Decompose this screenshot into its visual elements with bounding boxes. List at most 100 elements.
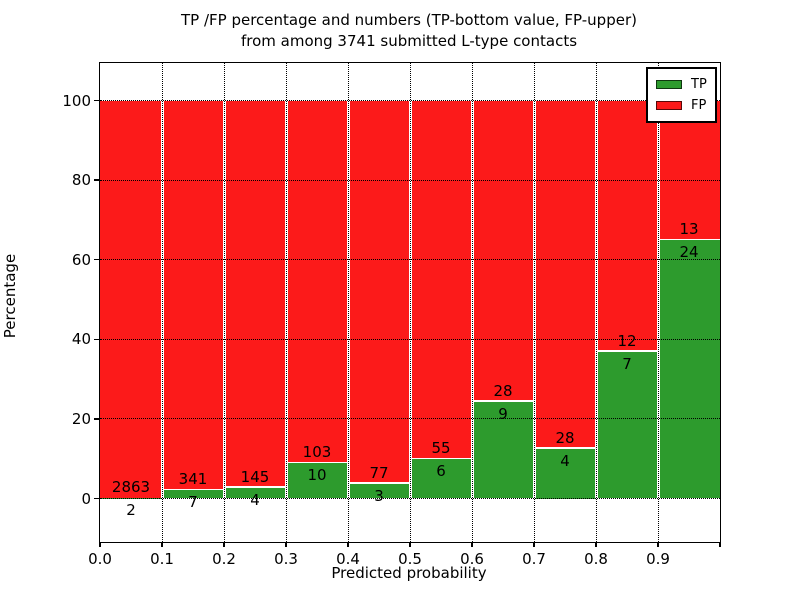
y-tick-label: 20 [71, 409, 91, 428]
horizontal-gridline [100, 498, 720, 499]
y-tick-label: 40 [71, 330, 91, 349]
y-tick-label: 100 [62, 91, 91, 110]
fp-bar-segment [163, 100, 223, 489]
fp-count-label: 28 [493, 381, 513, 400]
x-tick-mark [719, 542, 721, 547]
legend-row-tp: TP [656, 74, 707, 95]
tp-count-label: 4 [560, 451, 570, 470]
fp-count-label: 2863 [111, 478, 151, 497]
fp-legend-swatch [656, 101, 682, 110]
fp-bar-segment [659, 100, 720, 239]
x-tick-label: 0.7 [522, 550, 546, 568]
x-tick-label: 0.2 [212, 550, 236, 568]
tp-legend-label: TP [691, 77, 707, 92]
y-tick-mark [93, 497, 99, 500]
x-axis-label: Predicted probability [331, 564, 487, 582]
fp-count-label: 145 [240, 467, 270, 486]
tp-bar-segment [411, 459, 471, 499]
y-tick-label: 0 [81, 489, 91, 508]
y-tick-mark [93, 179, 99, 181]
y-tick-mark [93, 338, 99, 341]
bars-layer [100, 63, 720, 542]
tp-count-label: 4 [250, 490, 260, 509]
y-tick-mark [93, 418, 99, 420]
x-tick-label: 0.3 [274, 550, 298, 568]
x-tick-label: 0.6 [460, 550, 484, 568]
vertical-gridline [471, 63, 473, 542]
fp-count-label: 77 [369, 463, 389, 482]
horizontal-gridline [100, 259, 720, 261]
fp-count-label: 103 [302, 443, 332, 462]
y-axis-label: Percentage [1, 253, 19, 339]
chart-title-line2: from among 3741 submitted L-type contact… [240, 32, 578, 50]
plot-area: 2863 2 341 7 145 4 103 10 77 3 55 6 28 9 28 4 12 7 13 24 0 2… [62, 62, 721, 568]
tp-bar-segment [225, 487, 285, 499]
fp-bar-segment [597, 100, 657, 351]
tp-count-label: 7 [188, 493, 198, 512]
fp-bar-segment [535, 100, 595, 448]
fp-bar-segment [411, 100, 471, 458]
tp-bar-segment [349, 483, 409, 499]
tp-legend-swatch [656, 80, 682, 89]
y-tick-label: 60 [71, 250, 91, 269]
x-tick-label: 0.4 [336, 550, 360, 568]
vertical-gridline [285, 63, 287, 542]
x-tick-mark [657, 542, 659, 547]
tp-count-label: 2 [126, 501, 136, 520]
legend-row-fp: FP [656, 95, 707, 116]
horizontal-gridline [100, 338, 720, 340]
legend: TP FP [646, 67, 717, 123]
x-tick-mark [471, 542, 473, 547]
tp-count-label: 7 [622, 354, 632, 373]
x-tick-mark [223, 542, 225, 547]
vertical-gridline [533, 63, 535, 542]
x-tick-mark [347, 542, 349, 547]
tp-bar-segment [659, 240, 720, 499]
vertical-gridline [595, 63, 597, 542]
y-tick-mark [93, 99, 99, 102]
x-tick-mark [285, 542, 287, 547]
tp-bar-segment [473, 401, 533, 499]
fp-bar-segment [100, 100, 161, 499]
y-tick-mark [93, 258, 99, 261]
chart-title-line1: TP /FP percentage and numbers (TP-bottom… [181, 11, 637, 29]
fp-count-label: 12 [617, 331, 637, 350]
vertical-gridline [657, 63, 659, 542]
vertical-gridline [347, 63, 349, 542]
tp-bar-segment [163, 490, 223, 499]
vertical-gridline [223, 63, 225, 542]
tp-bar-segment [535, 448, 595, 499]
fp-bar-segment [225, 100, 285, 487]
x-tick-label: 0.5 [398, 550, 422, 568]
tp-bar-segment [597, 351, 657, 499]
x-tick-mark [99, 542, 101, 547]
x-tick-mark [409, 542, 411, 547]
x-tick-label: 0.9 [646, 550, 670, 568]
tp-bar-segment [287, 463, 347, 499]
x-tick-label: 0.8 [584, 550, 608, 568]
fp-count-label: 55 [431, 439, 451, 458]
vertical-gridline [409, 63, 411, 542]
y-tick-label: 80 [71, 171, 91, 190]
x-tick-mark [161, 542, 163, 547]
x-tick-mark [533, 542, 535, 547]
horizontal-gridline [100, 179, 720, 181]
fp-bar-segment [287, 100, 347, 462]
x-tick-label: 0.0 [88, 550, 112, 568]
tp-count-label: 9 [498, 404, 508, 423]
tp-count-label: 3 [374, 486, 384, 505]
vertical-gridline [161, 63, 163, 542]
fp-count-label: 13 [679, 220, 699, 239]
x-tick-label: 0.1 [150, 550, 174, 568]
horizontal-gridline [100, 418, 720, 420]
tp-count-label: 6 [436, 462, 446, 481]
tp-count-label: 24 [679, 243, 699, 262]
fp-legend-label: FP [691, 98, 707, 113]
tp-count-label: 10 [307, 466, 327, 485]
horizontal-gridline [100, 100, 720, 101]
fp-count-label: 341 [178, 470, 208, 489]
fp-count-label: 28 [555, 428, 575, 447]
chart-title: TP /FP percentage and numbers (TP-bottom… [99, 10, 719, 52]
fp-bar-segment [349, 100, 409, 483]
